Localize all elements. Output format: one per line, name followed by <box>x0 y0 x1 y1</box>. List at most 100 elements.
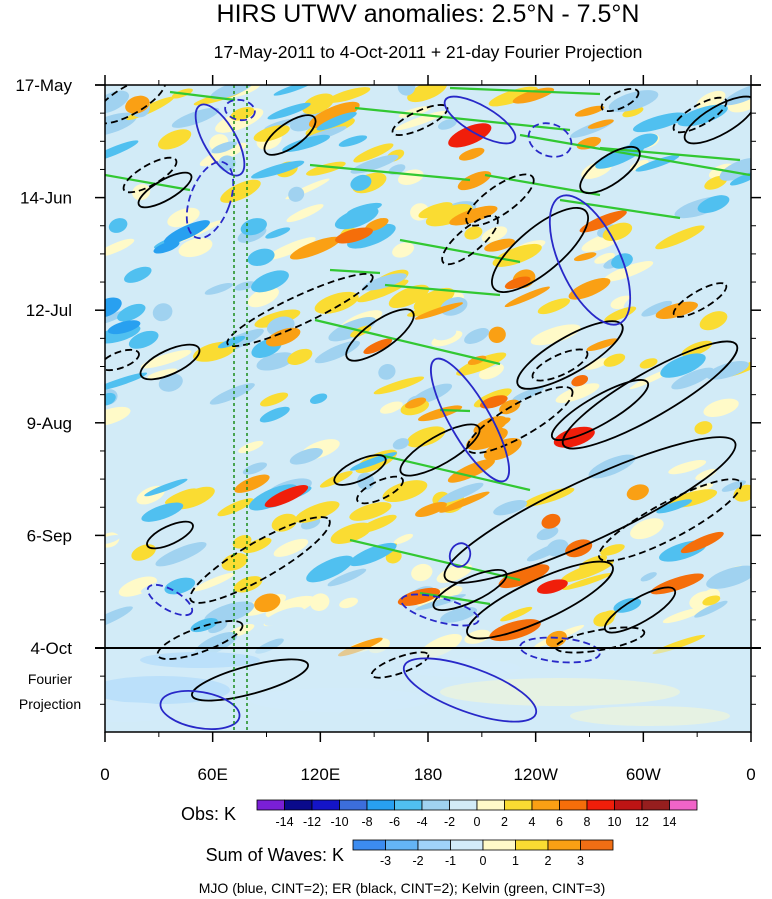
anomaly-blob <box>724 85 751 106</box>
anomaly-blob <box>350 174 372 191</box>
anomaly-blob <box>602 222 633 241</box>
anomaly-blob <box>641 300 673 317</box>
anomaly-blob <box>378 364 396 380</box>
anomaly-blob <box>264 485 309 508</box>
er-contour <box>603 586 677 634</box>
colorbar-label: 14 <box>663 815 677 829</box>
anomaly-blob <box>504 276 531 290</box>
er-contour <box>146 520 194 550</box>
colorbar-label: -1 <box>445 854 456 868</box>
anomaly-blob <box>630 518 664 540</box>
chart-subtitle: 17-May-2011 to 4-Oct-2011 + 21-day Fouri… <box>214 42 643 62</box>
anomaly-blob <box>309 593 330 611</box>
plot-background <box>105 85 751 732</box>
anomaly-blob <box>541 513 561 529</box>
anomaly-blob <box>338 135 368 147</box>
anomaly-blob <box>622 106 644 118</box>
colorbar-label: 2 <box>501 815 508 829</box>
y-tick-label: 12-Jul <box>26 301 72 320</box>
anomaly-blob <box>105 337 134 355</box>
anomaly-blob <box>392 438 410 450</box>
kelvin-contour <box>349 538 521 582</box>
projection-label: Projection <box>19 696 81 712</box>
anomaly-blob <box>288 186 305 202</box>
anomaly-blob <box>302 93 335 115</box>
colorbar-swatch <box>614 799 643 811</box>
anomaly-blob <box>415 501 447 518</box>
anomaly-blob <box>105 538 139 558</box>
anomaly-blob <box>208 621 228 634</box>
anomaly-blob <box>731 520 751 536</box>
colorbar-label: -12 <box>303 815 321 829</box>
anomaly-blob <box>692 483 714 493</box>
anomaly-blob <box>729 171 751 186</box>
fourier-label: Fourier <box>28 671 73 687</box>
anomaly-blob <box>314 291 359 314</box>
anomaly-blob <box>397 85 416 96</box>
anomaly-blob <box>662 607 704 624</box>
kelvin-contour <box>384 283 501 297</box>
anomaly-blob <box>163 220 210 244</box>
mjo-contour <box>146 583 194 617</box>
er-contour <box>491 207 589 293</box>
mjo-contour <box>185 160 235 240</box>
anomaly-blob <box>492 243 542 267</box>
colorbar-label: 2 <box>545 854 552 868</box>
mjo-contour <box>548 194 632 326</box>
mjo-contour <box>527 122 573 158</box>
kelvin-contour <box>399 238 521 264</box>
anomaly-blob <box>289 236 341 260</box>
colorbar-swatch <box>256 799 285 811</box>
anomaly-blob <box>633 112 687 133</box>
anomaly-blob <box>629 159 649 171</box>
er-contour <box>226 272 374 348</box>
anomaly-blob <box>155 542 207 567</box>
anomaly-blob <box>464 328 490 344</box>
colorbar-swatch <box>476 799 505 811</box>
anomaly-blob <box>457 171 492 191</box>
anomaly-blob <box>196 440 225 454</box>
er-contour <box>391 104 449 136</box>
colorbar-label: -2 <box>444 815 455 829</box>
anomaly-blob <box>473 416 508 436</box>
anomaly-blob <box>247 248 275 266</box>
anomaly-blob <box>438 119 457 130</box>
wave-contours <box>105 85 751 730</box>
anomaly-blob <box>310 393 328 404</box>
anomaly-blob <box>587 279 633 304</box>
kelvin-contour <box>314 318 501 366</box>
anomaly-blob <box>679 622 711 638</box>
anomaly-blob <box>710 290 746 311</box>
kelvin-contour <box>169 90 236 102</box>
anomaly-blob <box>204 601 255 625</box>
anomaly-blob <box>234 281 256 291</box>
anomaly-blob <box>105 406 131 426</box>
anomaly-blob <box>603 261 654 282</box>
er-contour <box>139 343 201 381</box>
anomaly-blob <box>660 353 706 378</box>
y-tick-label: 9-Aug <box>27 414 72 433</box>
anomaly-blob <box>308 101 360 128</box>
anomaly-blob <box>439 491 490 513</box>
x-tick-label: 0 <box>100 765 109 784</box>
anomaly-blob <box>128 330 159 349</box>
anomaly-blob <box>173 486 215 510</box>
er-contour <box>333 454 387 486</box>
anomaly-blob <box>362 123 389 136</box>
waves-colorbar-title: Sum of Waves: K <box>206 845 344 865</box>
anomaly-blob <box>132 184 151 201</box>
er-contour <box>105 85 167 125</box>
anomaly-blob <box>379 401 403 414</box>
anomaly-blob <box>479 395 508 409</box>
x-tick-label: 60W <box>626 765 661 784</box>
anomaly-blob <box>562 572 612 591</box>
colorbar-swatch <box>482 839 516 851</box>
colorbar-swatch <box>515 839 549 851</box>
colorbar-swatch <box>339 799 368 811</box>
mjo-contour <box>402 657 538 723</box>
anomaly-blob <box>464 629 491 644</box>
anomaly-blob <box>656 499 692 514</box>
colorbar-label: 0 <box>480 854 487 868</box>
mjo-contour <box>159 690 241 730</box>
anomaly-blob <box>458 147 485 161</box>
